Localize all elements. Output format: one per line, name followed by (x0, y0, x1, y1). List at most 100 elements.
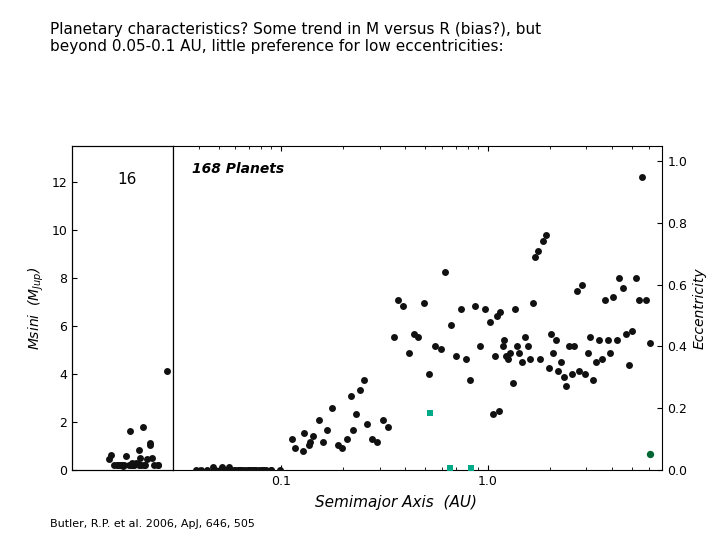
Point (242, 465, 253, 474)
Point (469, 302, 481, 310)
Point (141, 455, 153, 463)
Point (563, 342, 575, 350)
Point (132, 460, 144, 468)
Point (243, 465, 255, 474)
Point (577, 280, 588, 289)
Point (516, 357, 528, 366)
Y-axis label: Msini  ($M_{Jup}$): Msini ($M_{Jup}$) (27, 266, 45, 349)
Point (304, 438, 315, 447)
Point (123, 461, 135, 470)
Point (114, 461, 126, 470)
Point (109, 461, 120, 469)
Point (127, 460, 138, 468)
Point (127, 458, 138, 467)
Point (112, 461, 124, 470)
Point (397, 302, 409, 310)
Point (235, 465, 246, 474)
Point (626, 327, 638, 335)
Point (382, 422, 394, 431)
Point (553, 367, 564, 375)
Point (571, 287, 582, 295)
Point (341, 435, 352, 443)
Point (644, 450, 656, 458)
Point (303, 441, 315, 449)
Point (593, 336, 605, 345)
Point (513, 348, 525, 357)
Point (532, 246, 544, 255)
Point (408, 330, 420, 339)
Point (253, 465, 264, 474)
Point (135, 454, 146, 462)
Point (239, 465, 251, 474)
Point (630, 274, 642, 283)
Point (558, 373, 570, 382)
Point (144, 441, 156, 449)
Point (439, 268, 451, 276)
Point (116, 460, 127, 469)
Point (265, 465, 276, 474)
Point (138, 461, 149, 470)
Point (234, 465, 246, 474)
Point (623, 361, 634, 369)
Point (289, 444, 301, 453)
Point (435, 345, 446, 354)
Point (261, 465, 272, 474)
Point (464, 376, 476, 384)
Point (403, 348, 415, 357)
Point (144, 439, 156, 448)
Point (504, 348, 516, 357)
Point (120, 452, 132, 461)
Point (445, 320, 456, 329)
Point (195, 465, 207, 474)
Point (210, 465, 221, 474)
Point (139, 461, 150, 470)
Point (127, 461, 139, 470)
Point (548, 348, 559, 357)
Point (585, 333, 596, 341)
Point (424, 408, 436, 417)
Point (529, 253, 541, 261)
Point (312, 416, 324, 425)
Point (566, 370, 577, 379)
Point (608, 293, 619, 301)
Point (498, 336, 510, 345)
Point (358, 376, 369, 384)
Point (351, 410, 362, 418)
Point (112, 461, 123, 469)
Point (388, 333, 400, 341)
Text: Butler, R.P. et al. 2006, ApJ, 646, 505: Butler, R.P. et al. 2006, ApJ, 646, 505 (50, 519, 256, 529)
Point (574, 367, 585, 375)
Point (118, 461, 130, 470)
Point (129, 461, 140, 470)
Point (522, 342, 534, 350)
Point (450, 352, 462, 360)
Point (234, 465, 246, 474)
Point (214, 465, 225, 474)
Point (418, 299, 429, 307)
Point (596, 354, 608, 363)
Point (244, 465, 256, 474)
Point (246, 465, 257, 474)
Point (236, 465, 248, 474)
Point (491, 311, 503, 320)
Point (444, 464, 456, 472)
Point (229, 465, 240, 474)
Point (510, 342, 522, 350)
Point (371, 438, 382, 447)
Point (228, 465, 239, 474)
Point (153, 461, 164, 470)
Point (251, 465, 262, 474)
Point (106, 450, 117, 459)
Point (620, 330, 631, 339)
Point (500, 352, 511, 360)
Point (503, 354, 514, 363)
Point (634, 296, 645, 305)
Point (125, 460, 137, 469)
Point (208, 462, 220, 471)
Point (568, 342, 580, 350)
Point (497, 342, 508, 350)
Point (550, 336, 562, 345)
Point (460, 354, 472, 363)
Point (644, 339, 656, 348)
Text: 16: 16 (118, 172, 137, 187)
